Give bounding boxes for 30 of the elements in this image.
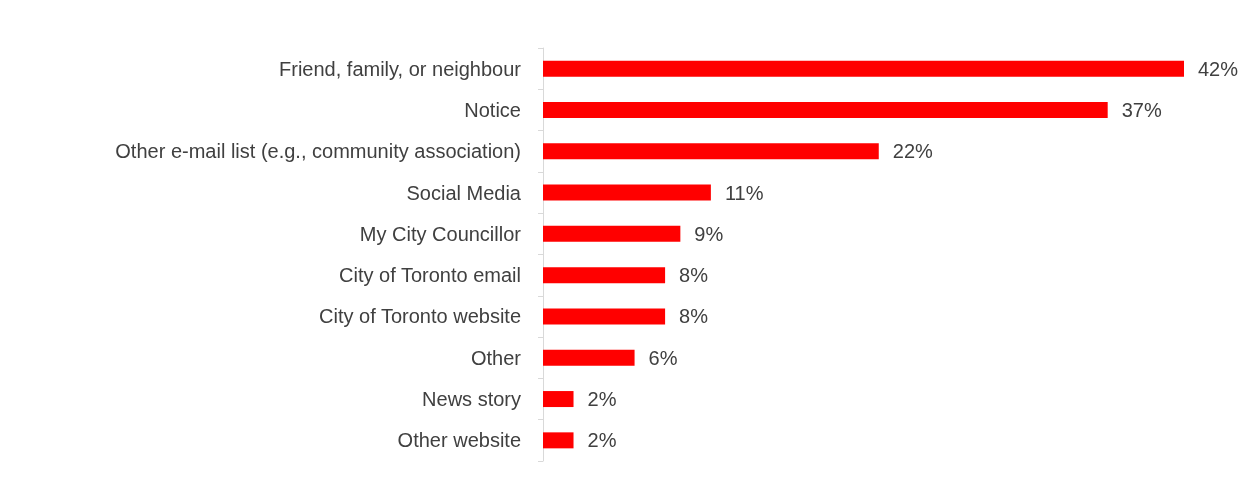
y-tick-label: Other e-mail list (e.g., community association) [115,140,521,163]
y-tick-label: News story [422,388,521,411]
data-label: 37% [1121,98,1162,121]
bar [543,60,1184,77]
data-label: 2% [587,429,617,452]
bar [543,349,635,366]
y-tick-label: Notice [464,98,521,121]
data-label: 2% [587,388,617,411]
bar [543,308,666,325]
bar [543,225,681,242]
y-tick-label: City of Toronto email [339,264,521,287]
y-tick-label: Other website [397,429,521,452]
data-label: 8% [679,264,709,287]
bar [543,391,574,408]
data-label: 8% [679,305,709,328]
data-label: 22% [892,140,934,163]
data-label: 9% [694,222,724,245]
y-tick-label: City of Toronto website [319,305,521,328]
y-tick-label: Other [470,346,522,369]
bar [543,143,879,160]
data-label: 6% [648,346,678,369]
bar [543,184,711,201]
bar [543,432,574,449]
data-label: 42% [1198,57,1239,80]
bar [543,267,666,284]
bar [543,101,1108,118]
y-tick-label: Friend, family, or neighbour [279,57,522,80]
data-label: 11% [724,181,764,204]
y-tick-label: Social Media [406,181,522,204]
y-tick-label: My City Councillor [359,222,522,245]
